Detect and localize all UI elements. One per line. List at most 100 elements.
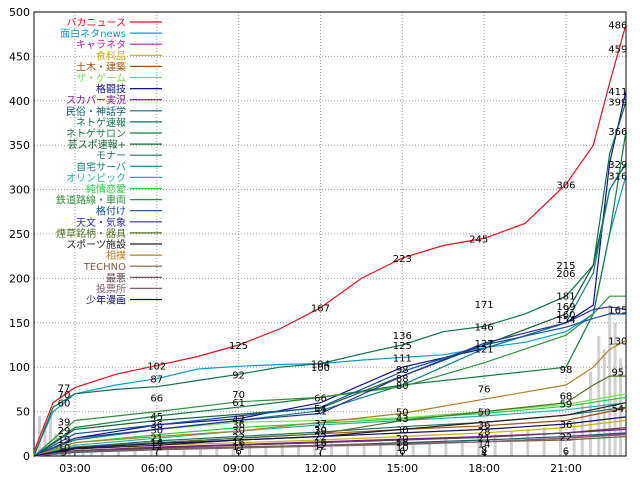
data-label: 306: [556, 180, 575, 191]
activity-bar: [580, 402, 584, 456]
data-label: 92: [232, 370, 245, 381]
data-label: 6: [399, 447, 405, 458]
data-label: 19: [58, 435, 71, 446]
legend-label: スポーツ施設: [66, 238, 126, 251]
data-label: 165: [608, 305, 627, 316]
activity-bar: [182, 447, 186, 456]
data-label: 66: [150, 393, 163, 404]
data-label: 88: [396, 374, 409, 385]
legend-label: 自宅サーバ: [76, 160, 126, 173]
legend-label: バカニュース: [67, 17, 127, 29]
activity-bar: [166, 446, 170, 456]
series-line: [33, 375, 626, 457]
y-tick-label: 0: [23, 450, 30, 463]
series-lines: [33, 24, 627, 457]
data-label: 11: [232, 442, 245, 453]
data-label: 66: [314, 393, 327, 404]
legend-label: 食料品: [96, 49, 126, 62]
data-label: 206: [556, 269, 575, 280]
activity-bar: [198, 445, 202, 456]
data-label: 104: [311, 360, 330, 371]
activity-bar: [346, 443, 350, 456]
data-label: 5: [61, 448, 67, 459]
legend-label: キャラネタ: [76, 39, 126, 51]
activity-bar: [231, 443, 235, 456]
activity-bar: [477, 436, 481, 456]
data-label: 36: [150, 420, 163, 431]
data-label: 16: [232, 438, 245, 449]
y-tick-label: 200: [9, 272, 30, 285]
data-label: 37: [314, 419, 327, 430]
data-label: 36: [560, 420, 573, 431]
activity-bar: [297, 444, 301, 456]
series-line: [33, 90, 627, 457]
data-label: 80: [396, 381, 409, 392]
data-label: 125: [229, 341, 248, 352]
data-label: 54: [611, 404, 624, 415]
data-label: 11: [150, 442, 163, 453]
data-label: 215: [556, 261, 575, 272]
data-label: 50: [478, 408, 491, 419]
data-label: 61: [232, 398, 245, 409]
data-label: 7: [154, 446, 160, 457]
activity-bar: [264, 446, 268, 456]
data-label: 28: [478, 427, 491, 438]
data-label: 77: [58, 384, 71, 395]
plot-frame: [33, 11, 627, 457]
legend-label: 最悪: [106, 272, 126, 284]
legend-label: 投票所: [96, 282, 126, 295]
activity-bar: [613, 322, 617, 456]
data-label: 12: [314, 441, 327, 452]
data-label: 111: [393, 353, 412, 364]
activity-bar: [329, 441, 333, 456]
data-label: 29: [58, 426, 71, 437]
activity-bar: [280, 442, 284, 456]
series-line: [33, 306, 627, 457]
data-label: 125: [393, 341, 412, 352]
data-label: 136: [393, 331, 412, 342]
data-label: 169: [556, 302, 575, 313]
data-label: 16: [150, 438, 163, 449]
data-label: 54: [314, 404, 327, 415]
data-label: 6: [235, 447, 241, 458]
activity-bar: [411, 443, 415, 456]
data-label: 181: [556, 291, 575, 302]
data-label: 223: [393, 254, 412, 265]
legend-label: ネトゲ速報: [76, 117, 126, 129]
data-label: 30: [314, 425, 327, 436]
data-label: 167: [311, 304, 330, 315]
x-tick-label: 21:00: [550, 462, 582, 475]
legend-label: 天文・気象: [76, 216, 126, 229]
data-label: 76: [478, 385, 491, 396]
data-label: 171: [475, 300, 494, 311]
legend-label: TECHNO: [83, 262, 126, 273]
legend-label: ザ・ゲーム: [76, 73, 126, 85]
data-label: 7: [317, 446, 323, 457]
data-label: 98: [396, 365, 409, 376]
series-line: [33, 24, 627, 452]
data-label: 30: [232, 425, 245, 436]
legend-label: 格付け: [96, 205, 126, 218]
data-label: 127: [475, 339, 494, 350]
legend-label: スカパー実況: [66, 94, 126, 107]
data-label: 22: [560, 432, 573, 443]
series-line: [33, 340, 627, 457]
data-label: 70: [58, 390, 71, 401]
data-label: 29: [314, 426, 327, 437]
x-tick-label: 06:00: [141, 462, 173, 475]
activity-bar: [149, 448, 153, 456]
activity-bar: [428, 441, 432, 456]
data-label: 411: [608, 87, 627, 98]
y-tick-label: 100: [9, 361, 30, 374]
data-label: 59: [560, 400, 573, 411]
activity-bar: [619, 358, 623, 456]
data-labels: 4864594113993663293163062452232152061711…: [58, 20, 628, 459]
y-tick-label: 400: [9, 95, 30, 108]
data-label: 130: [608, 337, 627, 348]
series-line: [33, 101, 627, 457]
legend-label: 鉄道路線・車両: [56, 194, 126, 207]
data-label: 20: [396, 434, 409, 445]
y-tick-label: 50: [16, 406, 30, 419]
